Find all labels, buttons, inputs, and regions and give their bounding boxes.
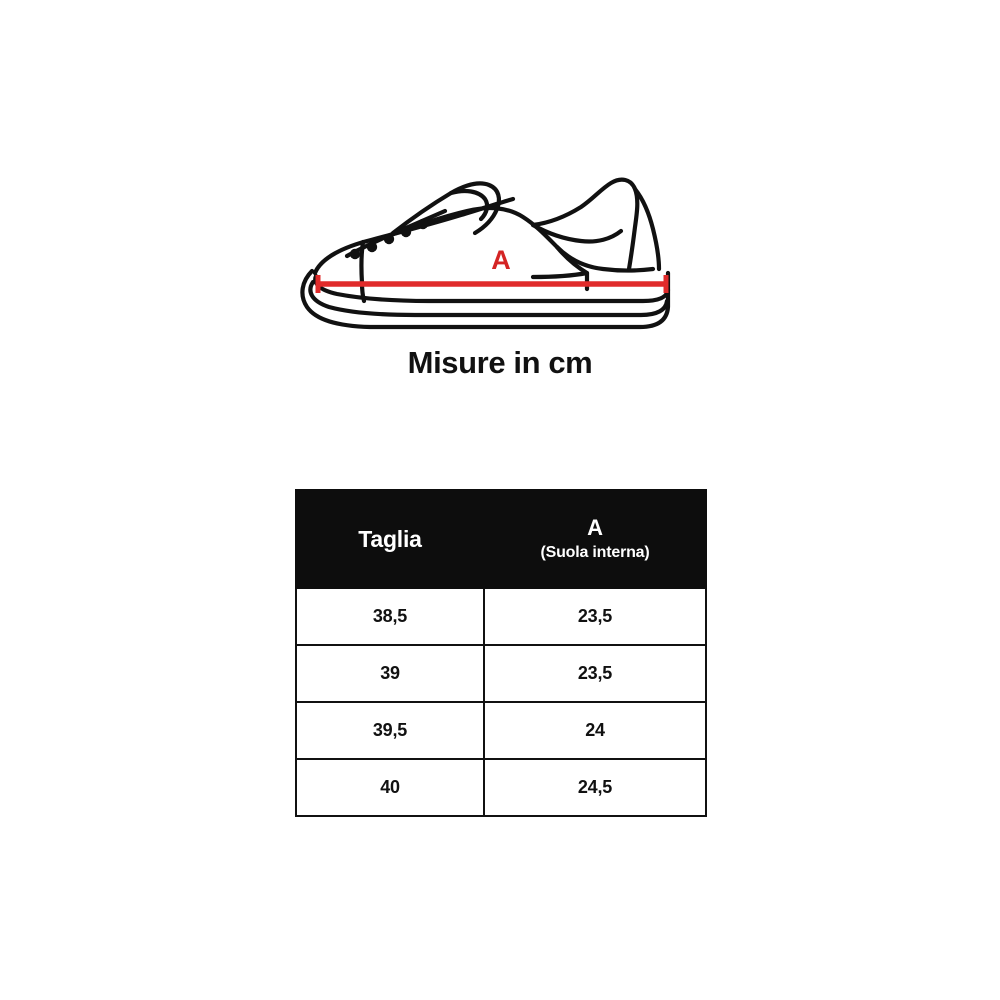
size-chart-table: Taglia A (Suola interna) 38,5 23,5 39 23…	[295, 489, 707, 817]
shoe-diagram: A Misure in cm	[0, 0, 1000, 470]
cell-a: 23,5	[483, 644, 707, 703]
table-row: 38,5 23,5	[295, 587, 707, 646]
table-row: 40 24,5	[295, 758, 707, 817]
lace-eyelets	[349, 218, 429, 260]
column-header-a: A (Suola interna)	[483, 489, 707, 589]
cell-a: 24	[483, 701, 707, 760]
diagram-caption: Misure in cm	[407, 345, 593, 380]
cell-taglia: 40	[295, 758, 485, 817]
column-header-taglia: Taglia	[295, 489, 485, 589]
column-header-taglia-label: Taglia	[358, 525, 422, 552]
column-header-a-label: A	[587, 514, 603, 540]
cell-taglia: 39,5	[295, 701, 485, 760]
sneaker-illustration: A	[300, 177, 671, 330]
cell-a: 23,5	[483, 587, 707, 646]
table-body: 38,5 23,5 39 23,5 39,5 24 40 24,5	[295, 587, 707, 817]
measure-label-a: A	[491, 245, 511, 275]
table-row: 39,5 24	[295, 701, 707, 760]
measurement-line-a	[315, 275, 669, 293]
cell-a: 24,5	[483, 758, 707, 817]
header-row: Taglia A (Suola interna)	[295, 489, 707, 589]
cell-taglia: 39	[295, 644, 485, 703]
table-row: 39 23,5	[295, 644, 707, 703]
column-header-a-sublabel: (Suola interna)	[540, 544, 650, 562]
cell-taglia: 38,5	[295, 587, 485, 646]
table-header: Taglia A (Suola interna)	[295, 489, 707, 589]
